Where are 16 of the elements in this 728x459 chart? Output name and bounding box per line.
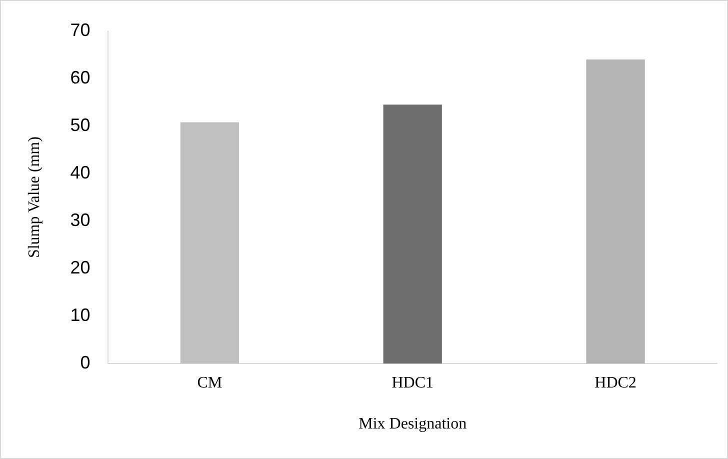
y-tick-label: 20 <box>70 258 90 278</box>
bar <box>586 60 645 364</box>
x-tick-label: HDC1 <box>392 374 434 392</box>
y-tick-label: 50 <box>70 114 90 135</box>
bar <box>383 104 442 364</box>
y-tick-label: 10 <box>70 305 90 326</box>
y-tick-label: 70 <box>70 20 90 40</box>
y-tick-label: 0 <box>80 352 90 373</box>
y-tick-label: 40 <box>70 162 90 183</box>
x-tick-label: CM <box>197 374 222 392</box>
y-tick-label: 60 <box>70 67 90 88</box>
bar <box>180 122 240 364</box>
x-axis-title: Mix Designation <box>358 416 467 433</box>
y-tick-label: 30 <box>70 210 90 230</box>
y-axis-title: Slump Value (mm) <box>26 136 43 258</box>
x-tick-label: HDC2 <box>594 374 636 392</box>
